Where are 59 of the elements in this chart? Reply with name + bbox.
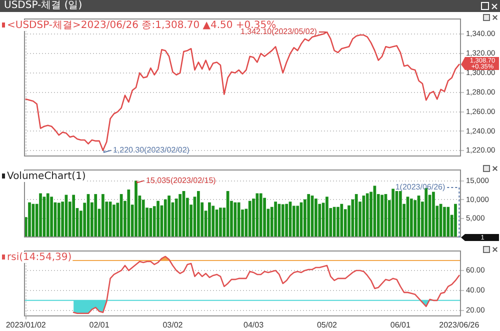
bar [168, 196, 170, 238]
bar [39, 193, 42, 238]
bar [296, 206, 300, 238]
bar [410, 198, 413, 238]
bar [112, 204, 116, 238]
bar [354, 194, 358, 238]
bar [46, 193, 50, 238]
bar [28, 202, 31, 238]
bar [336, 206, 340, 238]
bar [443, 206, 446, 238]
bar [446, 206, 450, 238]
bar [212, 206, 215, 238]
bar [314, 198, 318, 238]
bar [398, 191, 402, 238]
bar [72, 194, 76, 238]
bar [274, 202, 277, 238]
bar [248, 200, 252, 238]
bar [156, 200, 160, 238]
bar [259, 193, 262, 238]
annotation: 1(2023/06/26) [395, 182, 446, 192]
x-tick-label: 04/03 [244, 320, 264, 330]
x-tick-label: 02/01 [89, 320, 110, 330]
bar [50, 196, 53, 238]
bar [57, 202, 60, 238]
bar [134, 180, 138, 238]
bar [340, 204, 344, 238]
bar [454, 204, 457, 238]
bar [326, 196, 328, 238]
x-tick-label: 2023/06/26 [439, 320, 480, 330]
x-tick-label: 2023/01/02 [6, 320, 46, 330]
bar [366, 193, 369, 238]
bar [392, 188, 394, 238]
bar [432, 192, 435, 238]
chart-title: VolumeChart(1) [7, 171, 86, 182]
bar [285, 204, 288, 238]
bar [292, 206, 296, 238]
bar [281, 204, 284, 238]
bar [32, 204, 35, 238]
bar [142, 200, 145, 238]
bar [164, 199, 167, 238]
x-tick-label: 06/01 [390, 320, 411, 330]
bar [197, 191, 200, 238]
bar [263, 198, 266, 238]
x-tick-label: 05/02 [316, 320, 338, 330]
chart-title: USDSP-체결 (일) [0, 0, 500, 12]
bar [127, 190, 130, 238]
chart-title: rsi(14:54,39) [7, 252, 72, 264]
annotation: 15,035(2023/02/15) [146, 176, 216, 185]
annotation: 1,220.30(2023/02/02) [112, 146, 190, 155]
bar [208, 202, 211, 238]
bar [94, 194, 98, 238]
bar [178, 194, 182, 238]
bar [237, 202, 240, 238]
bar [380, 194, 384, 238]
x-tick-label: 03/02 [162, 320, 184, 330]
bar [219, 208, 222, 238]
bar [234, 202, 237, 238]
bar [102, 194, 104, 238]
bar [307, 194, 310, 238]
